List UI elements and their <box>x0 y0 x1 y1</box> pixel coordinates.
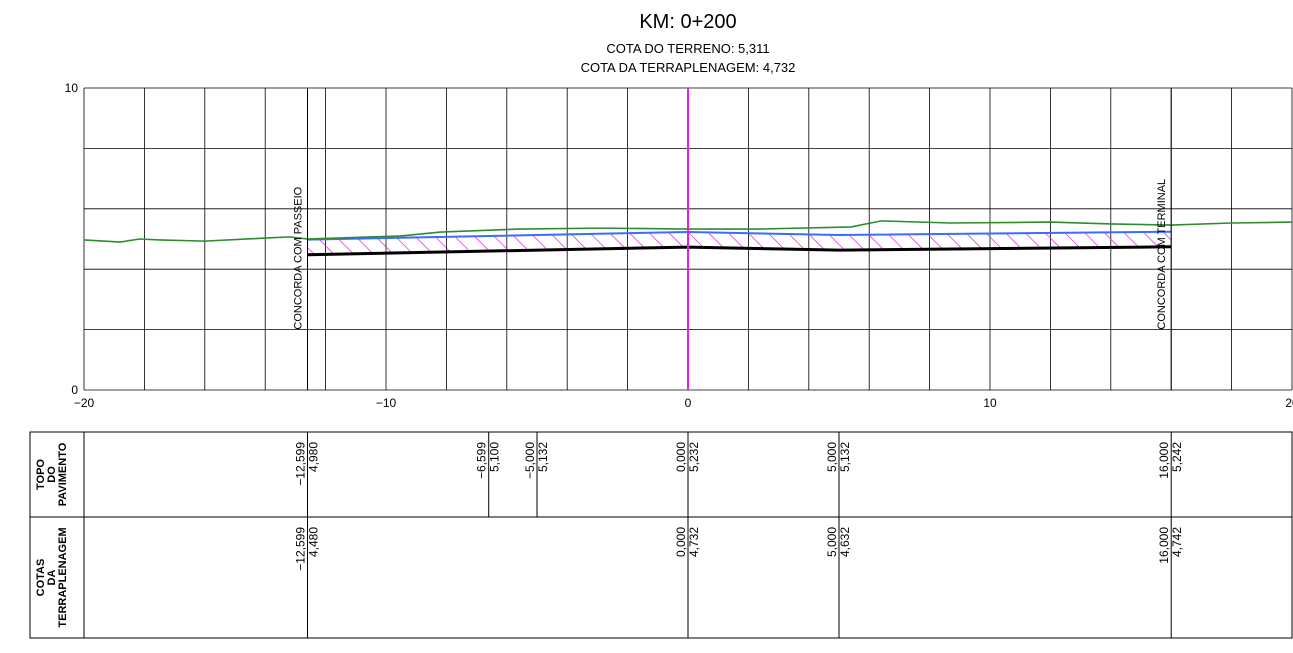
annotation: CONCORDA COM TERMINAL <box>1156 179 1168 330</box>
station: 5,000 <box>825 442 839 472</box>
station: 16,000 <box>1157 527 1171 564</box>
y-tick-label: 10 <box>65 81 79 95</box>
station: −12,599 <box>294 442 308 486</box>
station: 5,000 <box>825 527 839 557</box>
title: KM: 0+200 <box>639 11 736 33</box>
terrain <box>83 220 1293 243</box>
row-label: TOPO <box>35 459 47 490</box>
station: 0,000 <box>674 442 688 472</box>
row-label: TERRAPLENAGEM <box>57 527 69 627</box>
station: 16,000 <box>1157 442 1171 479</box>
elevation: 4,742 <box>1170 527 1184 557</box>
terrain-level: COTA DO TERRENO: 5,311 <box>606 41 769 56</box>
pavement-top <box>307 230 1172 241</box>
elevation: 5,232 <box>687 442 701 472</box>
elevation: 5,132 <box>536 442 550 472</box>
table-frame <box>29 431 1293 639</box>
station: −12,599 <box>294 527 308 571</box>
earthwork-level: COTA DA TERRAPLENAGEM: 4,732 <box>581 60 796 75</box>
elevation: 4,980 <box>307 442 321 472</box>
row-label: COTAS <box>35 559 47 597</box>
elevation: 5,132 <box>838 442 852 472</box>
subgrade <box>307 245 1172 257</box>
station: −6,599 <box>475 442 489 479</box>
elevation: 5,100 <box>488 442 502 472</box>
elevation: 5,242 <box>1170 442 1184 472</box>
row-label: DA <box>46 570 58 586</box>
x-tick-label: −10 <box>376 396 397 410</box>
x-tick-label: 0 <box>685 396 692 410</box>
elevation: 4,632 <box>838 527 852 557</box>
x-tick-label: 20 <box>1285 396 1293 410</box>
row-label: PAVIMENTO <box>57 442 69 506</box>
y-tick-label: 0 <box>71 383 78 397</box>
annotation: CONCORDA COM PASSEIO <box>293 186 305 329</box>
elevation: 4,732 <box>687 527 701 557</box>
x-tick-label: −20 <box>74 396 95 410</box>
row-label: DO <box>46 466 58 483</box>
x-tick-label: 10 <box>983 396 997 410</box>
station: −5,000 <box>523 442 537 479</box>
elevation: 4,480 <box>307 527 321 557</box>
station: 0,000 <box>674 527 688 557</box>
